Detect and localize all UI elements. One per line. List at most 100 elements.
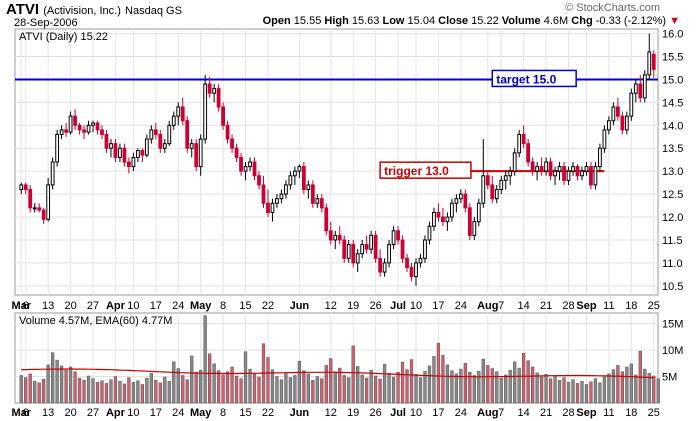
volume-bar [575, 383, 580, 404]
candle-body [158, 133, 163, 149]
volume-bar [46, 364, 50, 404]
volume-bar [284, 372, 288, 404]
candle-body [41, 209, 46, 220]
quote-date: 28-Sep-2006 [14, 17, 78, 29]
x-tick-label: Aug [477, 300, 498, 312]
volume-bar [432, 356, 436, 404]
volume-x-tick-label: 22 [262, 407, 274, 419]
open-label: Open [262, 15, 291, 27]
volume-bar [477, 370, 481, 404]
candle-body [275, 198, 279, 204]
volume-bar [194, 372, 198, 404]
volume-bar [643, 368, 647, 404]
volume-bar [427, 365, 432, 404]
volume-bar [82, 379, 86, 404]
volume-panel-title: Volume 4.57M, EMA(60) 4.77M [19, 315, 172, 327]
volume-bar [441, 355, 445, 404]
x-tick-label: 28 [562, 300, 574, 312]
volume-bar [239, 378, 243, 404]
volume-bar [203, 315, 207, 404]
volume-bar [378, 378, 382, 404]
candle-body [257, 175, 261, 186]
volume-bar [311, 379, 315, 404]
volume-x-tick-label: 10 [410, 407, 422, 419]
volume-bar [454, 373, 459, 404]
candle-body [526, 143, 531, 163]
volume-bar [391, 376, 396, 404]
candle-body [301, 166, 306, 191]
volume-bar [163, 376, 167, 404]
volume-bar [37, 382, 41, 404]
volume-bar [436, 342, 441, 404]
candle-body [248, 161, 252, 168]
volume-bar [216, 370, 221, 404]
volume-bar [373, 375, 378, 404]
volume-bar [208, 353, 212, 404]
x-tick-label: 7 [498, 300, 504, 312]
volume-bar [329, 358, 333, 404]
volume-bar [91, 378, 95, 404]
volume-value: 4.6M [543, 15, 569, 27]
candle-body [266, 202, 270, 213]
candle-body [557, 166, 562, 172]
price-tick-label: 14.5 [662, 97, 683, 109]
x-tick-label: 12 [325, 300, 337, 312]
candle-body [95, 122, 100, 131]
candle-body [566, 170, 571, 181]
candle-body [216, 88, 221, 108]
candle-body [261, 184, 266, 204]
volume-bar [64, 369, 68, 404]
volume-bar [602, 376, 607, 404]
low-label: Low [382, 15, 405, 27]
volume-x-tick-label: 20 [64, 407, 76, 419]
volume-bar [481, 358, 485, 404]
candle-body [378, 257, 383, 273]
candle-body [521, 133, 526, 145]
candle-body [580, 170, 584, 177]
volume-bar [24, 377, 28, 404]
volume-x-tick-label: 12 [325, 407, 337, 419]
candle-body [450, 202, 454, 218]
volume-bar [55, 359, 59, 404]
candle-body [162, 143, 167, 149]
volume-bar [306, 373, 310, 404]
x-tick-label: Sep [576, 300, 596, 312]
volume-bar [145, 377, 149, 404]
volume-bar [414, 374, 418, 404]
watermark: © StockCharts.com [565, 2, 660, 14]
candle-body [611, 106, 616, 122]
volume-bar [548, 378, 553, 404]
candle-body [517, 133, 522, 154]
price-panel-title: ATVI (Daily) 15.22 [19, 31, 108, 43]
volume-bar [221, 374, 225, 404]
candle-body [68, 115, 73, 133]
volume-bar [486, 365, 490, 404]
volume-bar [347, 377, 351, 404]
candle-body [292, 170, 297, 177]
volume-bar [59, 365, 64, 404]
price-tick-label: 12.0 [662, 212, 683, 224]
candle-body [405, 257, 409, 268]
volume-bar [266, 357, 270, 404]
candle-body [127, 161, 131, 168]
candle-body [55, 133, 60, 163]
candle-body [593, 166, 598, 186]
volume-bar [275, 376, 279, 404]
candle-body [149, 129, 154, 140]
volume-bar [647, 373, 651, 404]
candle-body [230, 138, 234, 149]
volume-x-tick-label: 11 [603, 407, 614, 419]
x-tick-label: 24 [172, 300, 184, 312]
volume-bar [463, 363, 467, 404]
candle-body [467, 207, 472, 236]
candle-body [458, 193, 463, 200]
candle-body [373, 234, 378, 259]
volume-bar [504, 374, 508, 404]
high-label: High [324, 15, 349, 27]
candle-body [109, 143, 113, 149]
volume-x-tick-label: 7 [498, 407, 504, 419]
candle-body [252, 161, 257, 177]
volume-bar [252, 373, 257, 404]
volume-bar [28, 373, 32, 404]
volume-bar [634, 374, 638, 404]
